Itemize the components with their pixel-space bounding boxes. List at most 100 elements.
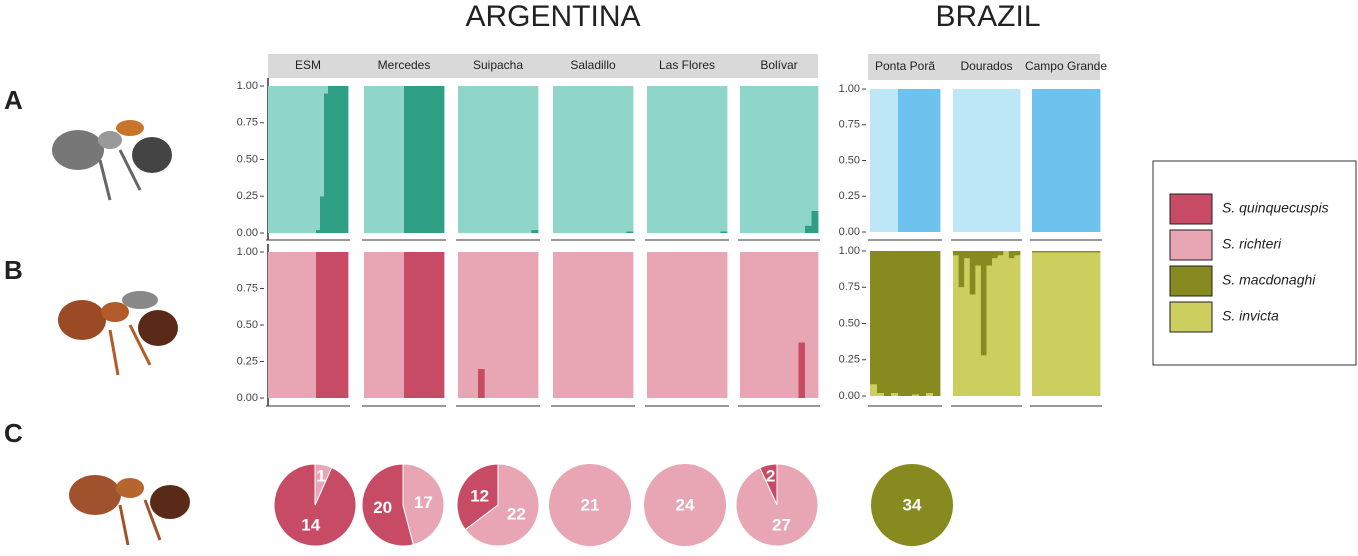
ancestry-bar [919, 251, 927, 396]
ancestry-bar [626, 231, 634, 233]
ancestry-bar [504, 252, 512, 398]
ancestry-bar [870, 89, 878, 232]
ancestry-bar [811, 252, 819, 398]
ancestry-bar [336, 86, 341, 233]
ancestry-bar [404, 86, 409, 233]
ancestry-bar [436, 86, 441, 233]
ancestry-bar [1079, 252, 1087, 396]
ancestry-bar [440, 86, 445, 233]
y-tick-label: 0.75 [237, 282, 258, 294]
ancestry-bar [1093, 252, 1101, 396]
ancestry-bar [304, 86, 309, 233]
ancestry-bar [953, 251, 959, 256]
ancestry-bar [504, 86, 512, 233]
ancestry-bar [877, 393, 885, 396]
ancestry-bar [798, 342, 806, 398]
ancestry-bar [912, 89, 920, 232]
y-tick-label: 0.50 [839, 317, 860, 329]
ancestry-bar [396, 252, 401, 398]
ancestry-bar [531, 252, 539, 398]
population-label: Ponta Porã [875, 59, 935, 73]
ancestry-bar [272, 252, 277, 398]
ancestry-bar [992, 251, 999, 259]
ancestry-bar [660, 252, 668, 398]
ancestry-bar [553, 252, 561, 398]
pie-label: 2 [766, 467, 775, 486]
pie-slice [644, 464, 726, 546]
ancestry-bar [344, 86, 349, 233]
ancestry-bar [1052, 252, 1060, 396]
ancestry-bar [740, 86, 747, 233]
ancestry-bar [759, 86, 767, 233]
ancestry-bar [284, 86, 289, 233]
panel-letter: A [4, 85, 23, 115]
ancestry-bar [870, 384, 878, 396]
ancestry-bar [626, 252, 634, 398]
y-tick-label: 0.75 [839, 281, 860, 293]
ancestry-bar [420, 252, 425, 398]
legend-label: S. macdonaghi [1222, 272, 1316, 288]
ancestry-bar [392, 86, 397, 233]
ancestry-bar [979, 89, 987, 232]
panel-letter: B [4, 255, 23, 285]
ancestry-bar [1008, 258, 1015, 396]
ancestry-bar [680, 252, 688, 398]
ancestry-bar [324, 93, 329, 233]
ancestry-bar [905, 251, 913, 396]
ancestry-bar [312, 86, 317, 233]
ancestry-bar [384, 252, 389, 398]
ancestry-bar [647, 86, 655, 233]
ancestry-bar [308, 86, 313, 233]
pie-slice [314, 463, 333, 506]
ancestry-bar [320, 196, 325, 233]
ancestry-bar [953, 255, 959, 396]
pie-slice [871, 464, 953, 546]
legend-swatch [1169, 265, 1213, 297]
y-tick-label: 0.25 [839, 190, 860, 202]
ancestry-bar [707, 86, 715, 233]
ancestry-bar [372, 252, 377, 398]
pie-slice [735, 463, 819, 547]
ancestry-bar [1038, 252, 1046, 396]
y-tick-label: 1.00 [839, 83, 860, 95]
ancestry-bar [905, 89, 913, 232]
ancestry-bar [713, 252, 721, 398]
ancestry-bar [992, 258, 999, 396]
ancestry-bar [986, 251, 993, 266]
ancestry-bar [999, 89, 1007, 232]
ancestry-bar [1066, 251, 1074, 253]
ancestry-bar [1066, 89, 1074, 232]
ancestry-bar [1093, 251, 1101, 253]
ancestry-bar [332, 86, 337, 233]
ancestry-bar [653, 252, 661, 398]
ancestry-bar [980, 355, 987, 396]
ancestry-bar [458, 86, 466, 233]
ancestry-bar [1014, 251, 1021, 256]
pie-slice [464, 463, 540, 547]
ancestry-bar [328, 252, 333, 398]
ancestry-bar [647, 252, 655, 398]
ancestry-bar [388, 252, 393, 398]
population-label: Campo Grande [1025, 59, 1107, 73]
ancestry-bar [308, 252, 313, 398]
ancestry-bar [779, 252, 786, 398]
ancestry-bar [891, 251, 899, 394]
ancestry-bar [1079, 251, 1087, 253]
ancestry-bar [268, 252, 273, 398]
population-label: Bolívar [760, 58, 797, 72]
ancestry-bar [759, 252, 767, 398]
ancestry-bar [396, 86, 401, 233]
ancestry-bar [884, 89, 892, 232]
pie-label: 27 [772, 516, 791, 535]
ant-illustration [52, 120, 172, 201]
ancestry-bar [1045, 251, 1053, 253]
ancestry-bar [1093, 89, 1101, 232]
ancestry-bar [498, 252, 506, 398]
pie-label: 14 [301, 516, 320, 535]
ancestry-bar [432, 252, 437, 398]
ancestry-bar [380, 86, 385, 233]
ancestry-bar [1045, 252, 1053, 396]
ancestry-bar [1086, 89, 1094, 232]
y-tick-label: 0.00 [237, 227, 258, 239]
